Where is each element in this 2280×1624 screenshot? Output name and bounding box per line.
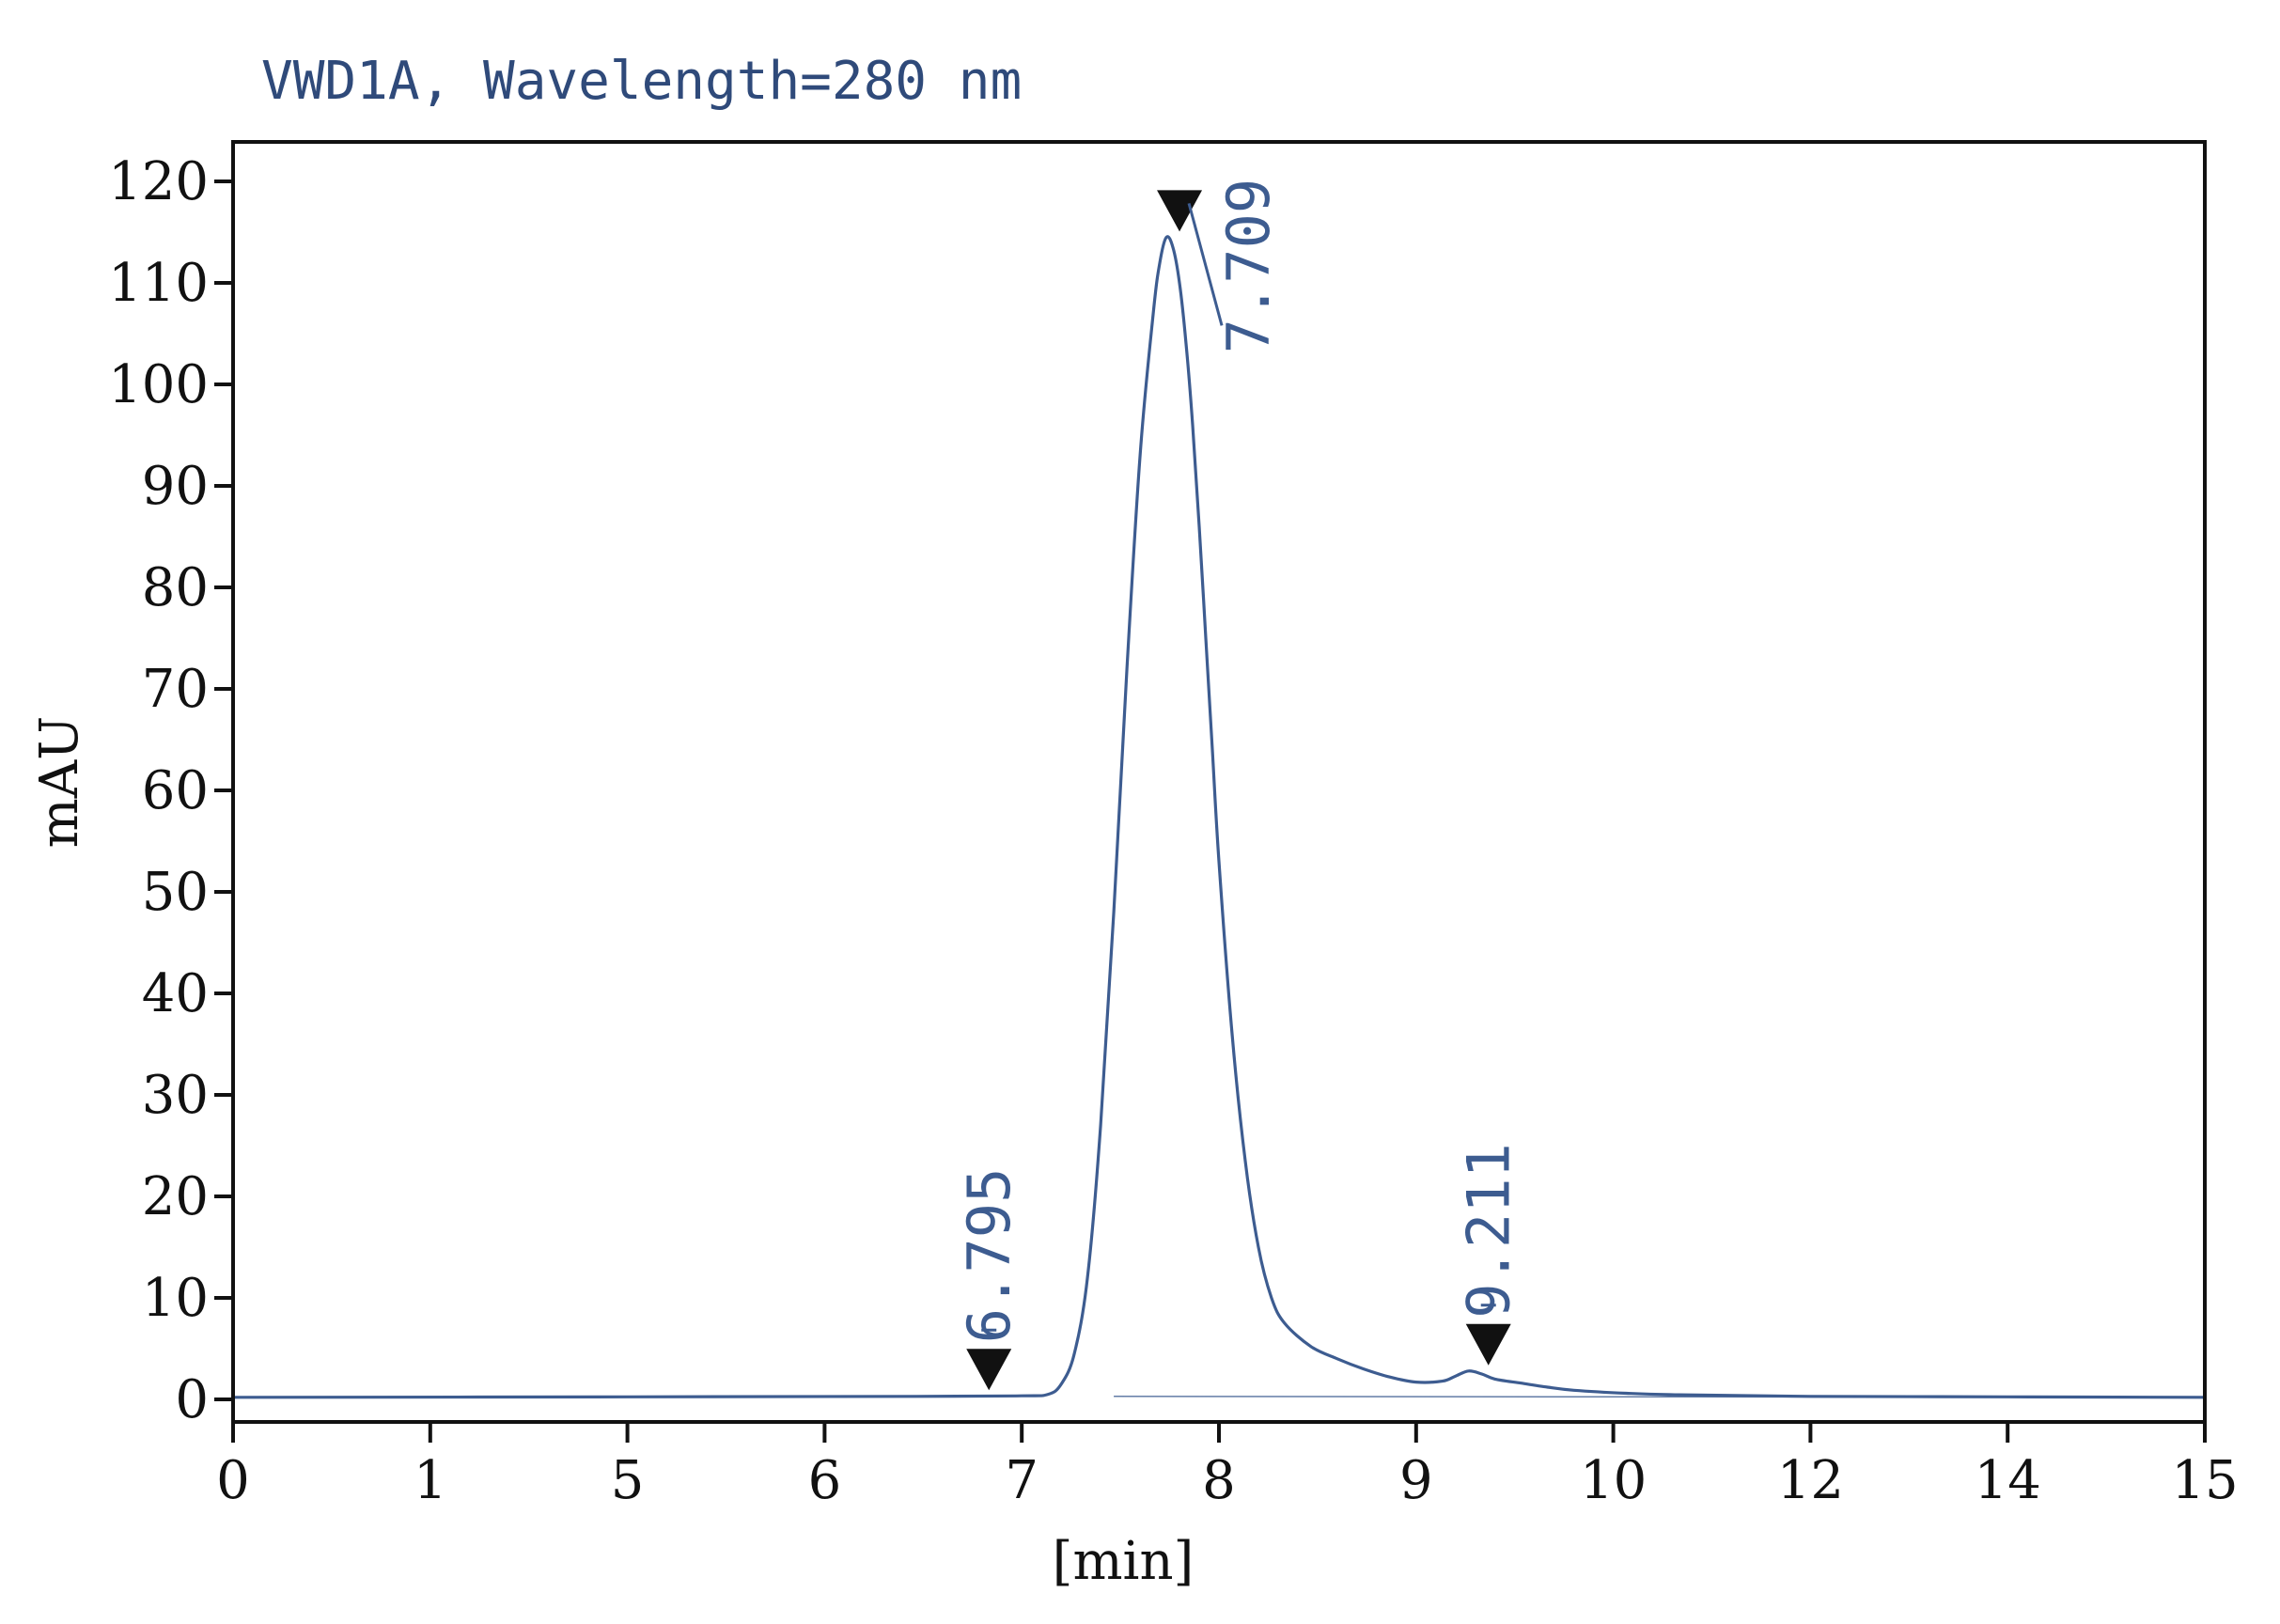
peak-label: 9.211 <box>1455 1143 1523 1319</box>
y-tick-label: 120 <box>108 151 209 212</box>
y-tick-label: 110 <box>108 253 209 314</box>
y-tick-label: 60 <box>142 760 209 821</box>
x-tick-label: 10 <box>1580 1450 1647 1511</box>
y-tick-label: 40 <box>142 963 209 1024</box>
y-tick-label: 70 <box>142 659 209 720</box>
x-tick-label: 15 <box>2171 1450 2238 1511</box>
y-tick-label: 10 <box>142 1268 209 1329</box>
y-tick-label: 100 <box>108 354 209 415</box>
y-tick-label: 0 <box>175 1369 209 1430</box>
y-tick-label: 30 <box>142 1065 209 1126</box>
peak-label-leader <box>1187 203 1224 326</box>
peak-marker-triangle <box>1157 190 1203 232</box>
x-tick-label: 9 <box>1399 1450 1433 1511</box>
y-axis-label: mAU <box>29 716 90 849</box>
y-tick-label: 50 <box>142 862 209 923</box>
peak-label: 6.795 <box>955 1168 1023 1344</box>
x-tick-label: 8 <box>1202 1450 1236 1511</box>
chart-title: VWD1A, Wavelength=280 nm <box>261 51 1022 112</box>
x-tick-label: 12 <box>1777 1450 1844 1511</box>
signal-trace <box>232 235 2206 1399</box>
y-tick-label: 80 <box>142 557 209 618</box>
x-tick-label: 14 <box>1975 1450 2041 1511</box>
peak-marker-triangle <box>1465 1323 1511 1366</box>
x-axis-label: [min] <box>1053 1531 1195 1592</box>
x-tick-label: 5 <box>611 1450 645 1511</box>
y-tick-label: 20 <box>142 1166 209 1227</box>
peak-label: 7.709 <box>1214 179 1283 354</box>
x-tick-label: 6 <box>808 1450 842 1511</box>
x-tick-label: 0 <box>216 1450 250 1511</box>
plot-frame <box>231 140 2207 1424</box>
x-tick-label: 7 <box>1005 1450 1038 1511</box>
peak-marker-triangle <box>966 1349 1012 1391</box>
y-tick-label: 90 <box>142 456 209 517</box>
x-tick-label: 1 <box>414 1450 447 1511</box>
